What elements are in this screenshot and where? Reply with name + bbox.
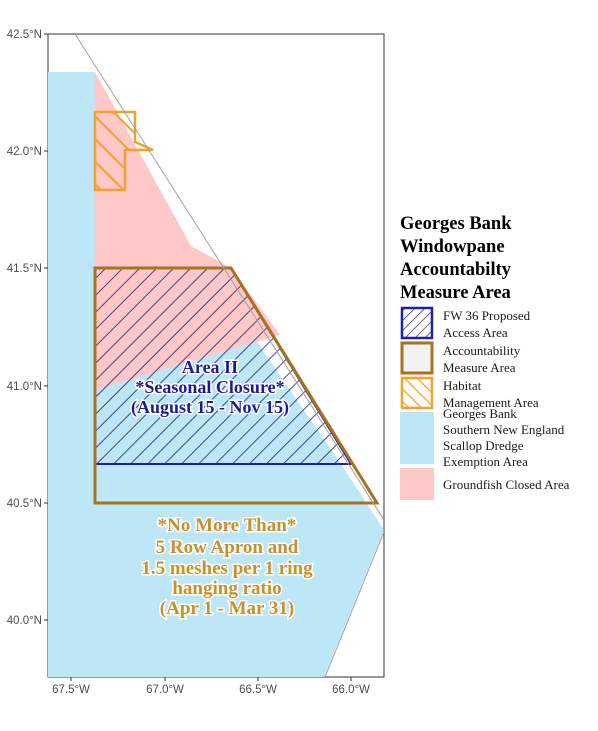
lat-tick-label: 40.0°N xyxy=(7,615,42,627)
legend-label-access-area: FW 36 Proposed xyxy=(443,308,531,323)
legend-label-access-area: Access Area xyxy=(443,325,508,340)
apron-label-line2: 5 Row Apron and xyxy=(156,537,299,558)
legend-label-exemption: Scallop Dredge xyxy=(443,438,524,453)
lon-tick-label: 67.5°W xyxy=(52,684,90,696)
apron-label-line1: *No More Than* xyxy=(158,515,297,536)
legend-label-exemption: Georges Bank xyxy=(443,406,517,421)
groundfish-closed-area xyxy=(95,72,231,268)
legend-title-line4: Measure Area xyxy=(400,283,511,303)
legend-swatch-access-area-hatch xyxy=(400,306,434,340)
legend-swatch-am-area xyxy=(400,341,434,375)
accountability-measure-area xyxy=(93,266,380,505)
apron-label-line3: 1.5 meshes per 1 ring xyxy=(141,558,313,579)
legend-swatch-exemption xyxy=(400,412,434,464)
lon-tick-label: 66.0°W xyxy=(332,684,370,696)
area2-label: Area II *Seasonal Closure* (August 15 - … xyxy=(129,356,290,420)
boundary-line xyxy=(74,34,384,677)
legend-swatch-habitat-hatch xyxy=(400,376,434,410)
apron-label: *No More Than* 5 Row Apron and 1.5 meshe… xyxy=(140,514,315,621)
area2-label-line2: *Seasonal Closure* xyxy=(135,377,284,397)
legend-label-am-area: Accountability xyxy=(443,343,521,358)
apron-label-line5: (Apr 1 - Mar 31) xyxy=(160,598,294,619)
lat-tick-label: 41.0°N xyxy=(7,381,42,393)
apron-label-line4: hanging ratio xyxy=(172,578,281,599)
lon-axis: 67.5°W 67.0°W 66.5°W 66.0°W xyxy=(52,677,370,696)
legend-label-exemption: Exemption Area xyxy=(443,454,528,469)
area2-label-line3: (August 15 - Nov 15) xyxy=(131,397,289,418)
legend-label-groundfish: Groundfish Closed Area xyxy=(443,477,570,492)
legend-label-exemption: Southern New England xyxy=(443,422,565,437)
lat-tick-label: 41.5°N xyxy=(7,263,42,275)
lat-axis: 42.5°N 42.0°N 41.5°N 41.0°N 40.5°N 40.0°… xyxy=(7,29,48,627)
lon-tick-label: 67.0°W xyxy=(146,684,184,696)
legend-title-line1: Georges Bank xyxy=(400,214,512,234)
lat-tick-label: 40.5°N xyxy=(7,498,42,510)
lon-tick-label: 66.5°W xyxy=(239,684,277,696)
lat-tick-label: 42.0°N xyxy=(7,146,42,158)
legend-title-line2: Windowpane xyxy=(400,237,505,257)
legend-label-habitat: Habitat xyxy=(443,378,482,393)
legend-label-habitat: Management Area xyxy=(443,395,539,410)
legend-label-am-area: Measure Area xyxy=(443,360,516,375)
lat-tick-label: 42.5°N xyxy=(7,29,42,41)
habitat-management-area xyxy=(93,110,154,192)
legend: Georges Bank Windowpane Accountabilty Me… xyxy=(400,214,570,500)
legend-swatch-groundfish xyxy=(400,468,434,500)
area2-label-line1: Area II xyxy=(182,357,238,377)
legend-title-line3: Accountabilty xyxy=(400,260,512,280)
